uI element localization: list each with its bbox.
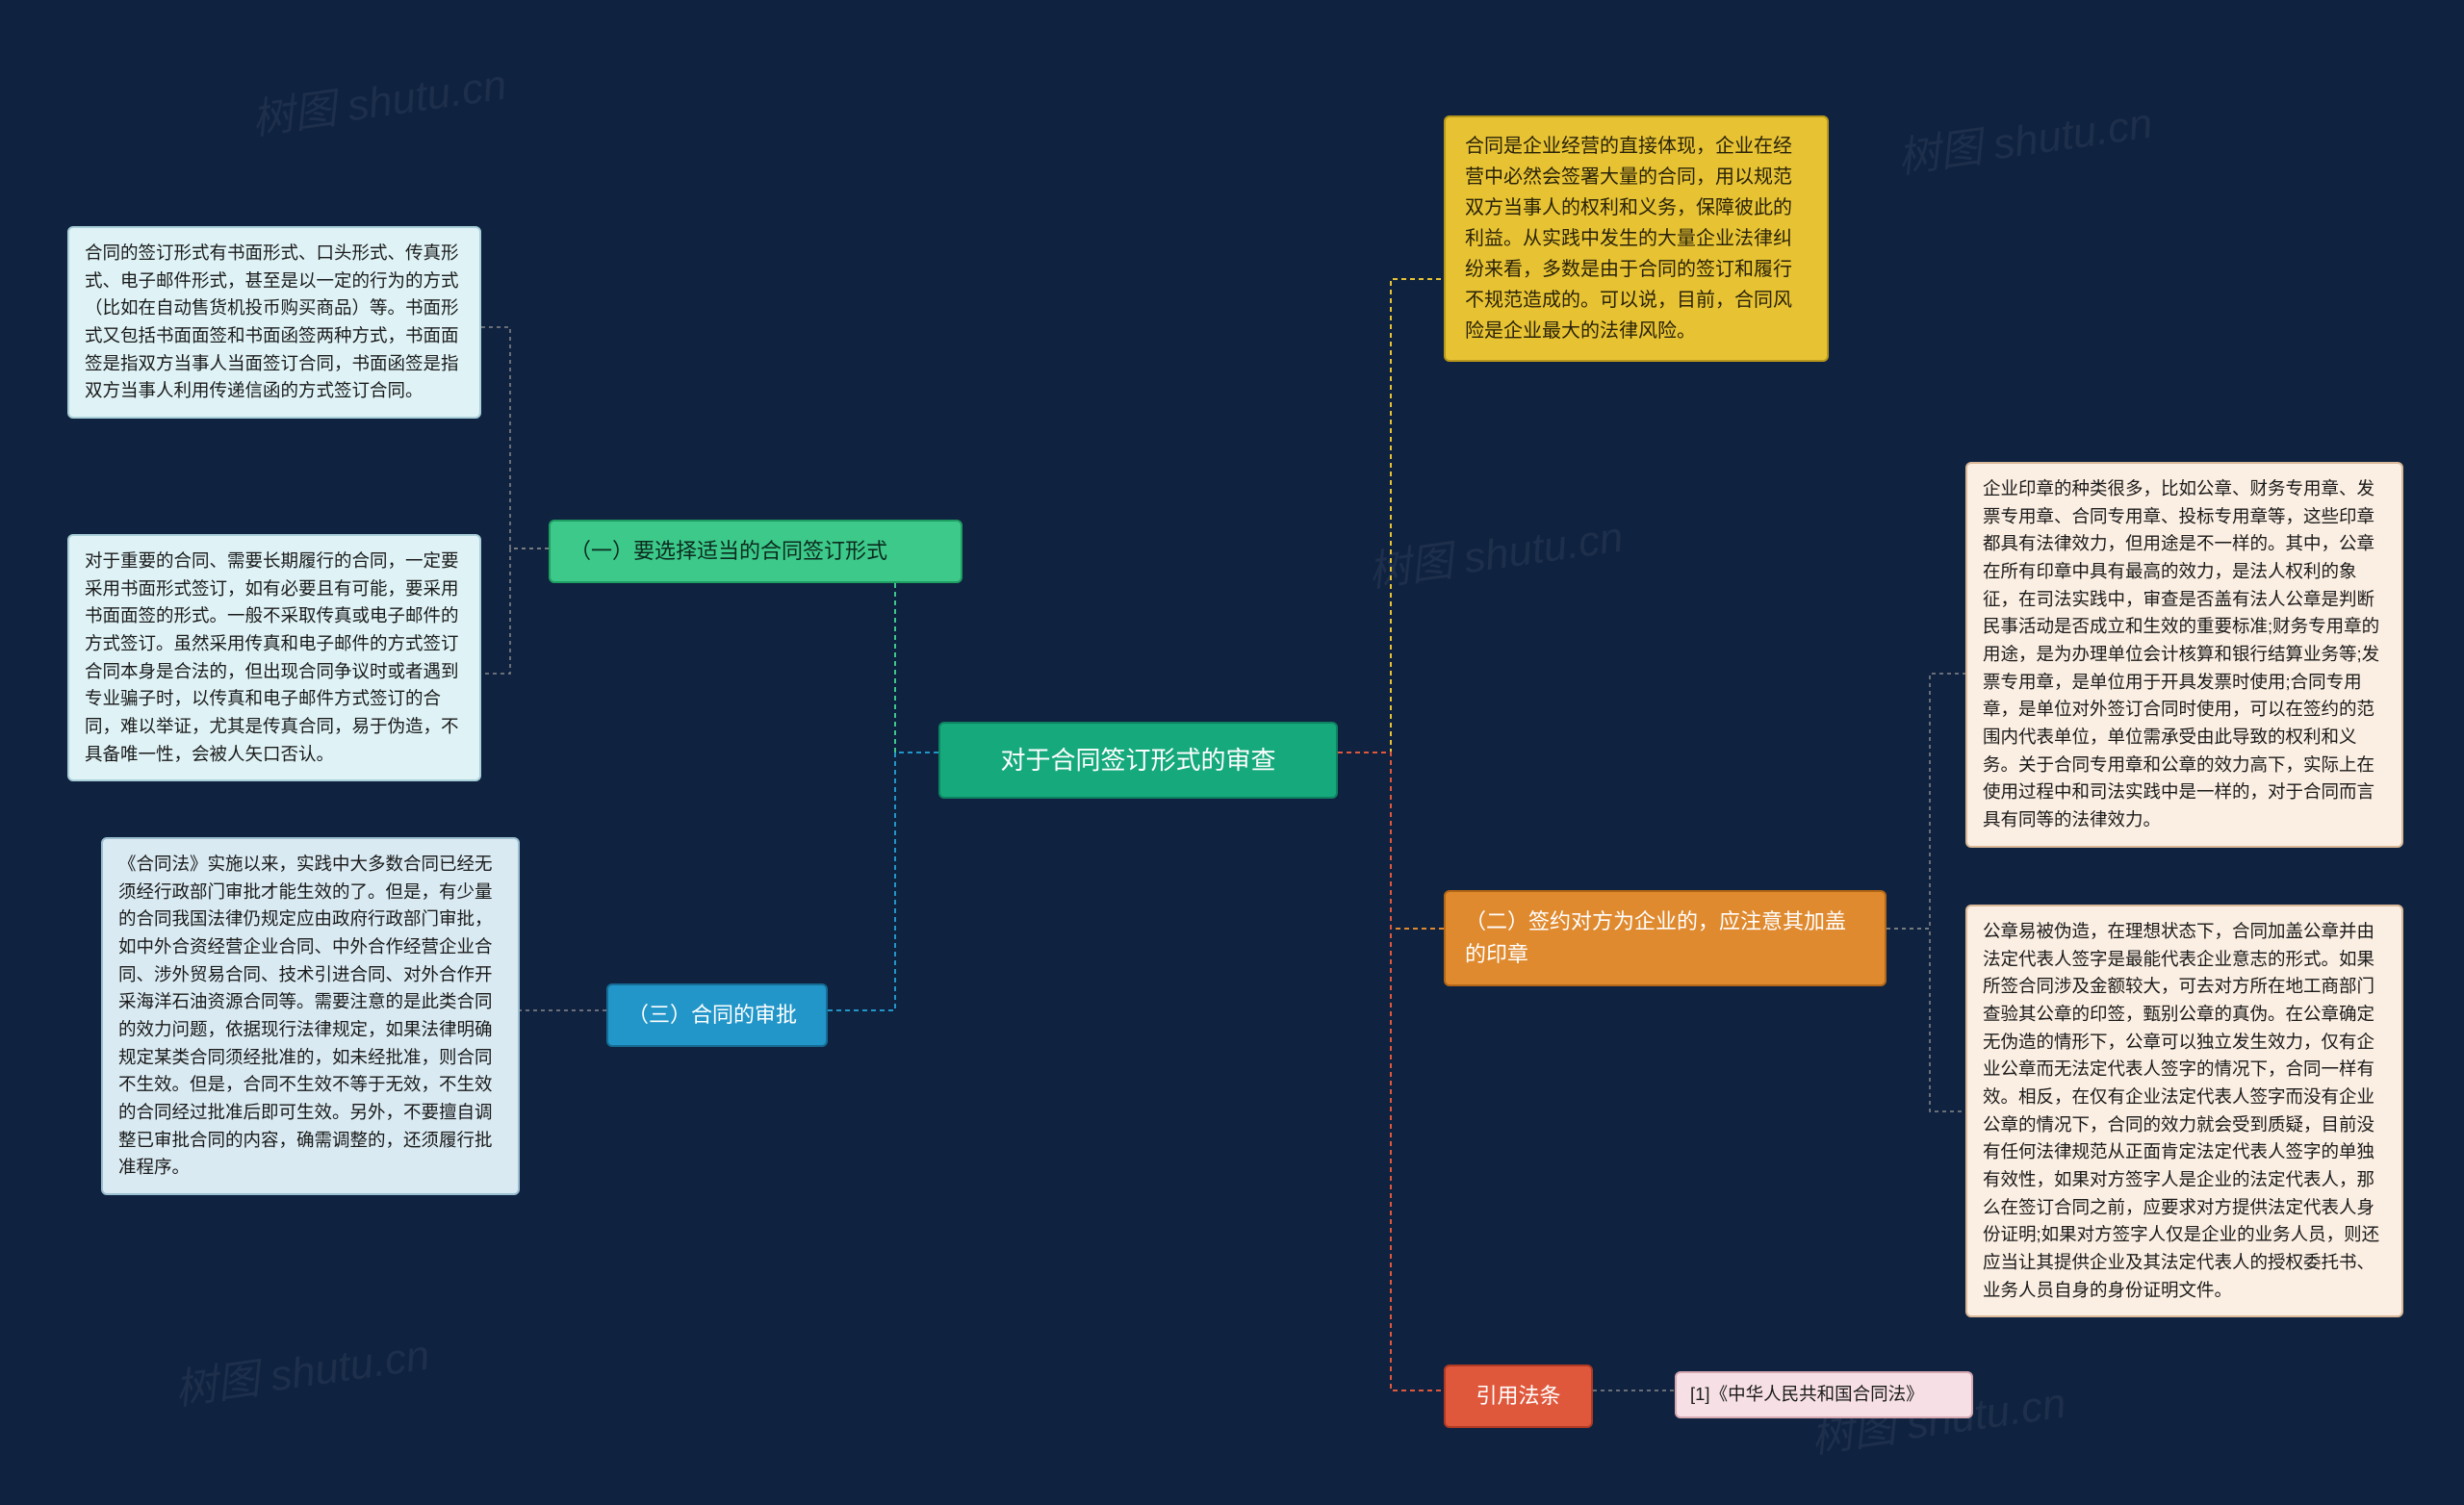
leaf-law[interactable]: [1]《中华人民共和国合同法》 (1675, 1371, 1973, 1418)
center-node[interactable]: 对于合同签订形式的审查 (938, 722, 1338, 799)
leaf-2a[interactable]: 企业印章的种类很多，比如公章、财务专用章、发票专用章、合同专用章、投标专用章等，… (1965, 462, 2403, 848)
branch-3[interactable]: （三）合同的审批 (606, 983, 828, 1047)
branch-2[interactable]: （二）签约对方为企业的，应注意其加盖的印章 (1444, 890, 1886, 986)
branch-1[interactable]: （一）要选择适当的合同签订形式 (549, 520, 962, 583)
leaf-2b[interactable]: 公章易被伪造，在理想状态下，合同加盖公章并由法定代表人签字是最能代表企业意志的形… (1965, 905, 2403, 1317)
intro-node[interactable]: 合同是企业经营的直接体现，企业在经营中必然会签署大量的合同，用以规范双方当事人的… (1444, 115, 1829, 362)
watermark: 树图 shutu.cn (247, 50, 510, 146)
watermark: 树图 shutu.cn (1893, 89, 2156, 185)
leaf-3[interactable]: 《合同法》实施以来，实践中大多数合同已经无须经行政部门审批才能生效的了。但是，有… (101, 837, 520, 1195)
leaf-1b[interactable]: 对于重要的合同、需要长期履行的合同，一定要采用书面形式签订，如有必要且有可能，要… (67, 534, 481, 781)
watermark: 树图 shutu.cn (1364, 502, 1627, 599)
leaf-1a[interactable]: 合同的签订形式有书面形式、口头形式、传真形式、电子邮件形式，甚至是以一定的行为的… (67, 226, 481, 419)
mindmap-stage: 树图 shutu.cn 树图 shutu.cn 树图 shutu.cn 树图 s… (0, 0, 2464, 1505)
branch-law[interactable]: 引用法条 (1444, 1365, 1593, 1428)
watermark: 树图 shutu.cn (170, 1320, 433, 1416)
